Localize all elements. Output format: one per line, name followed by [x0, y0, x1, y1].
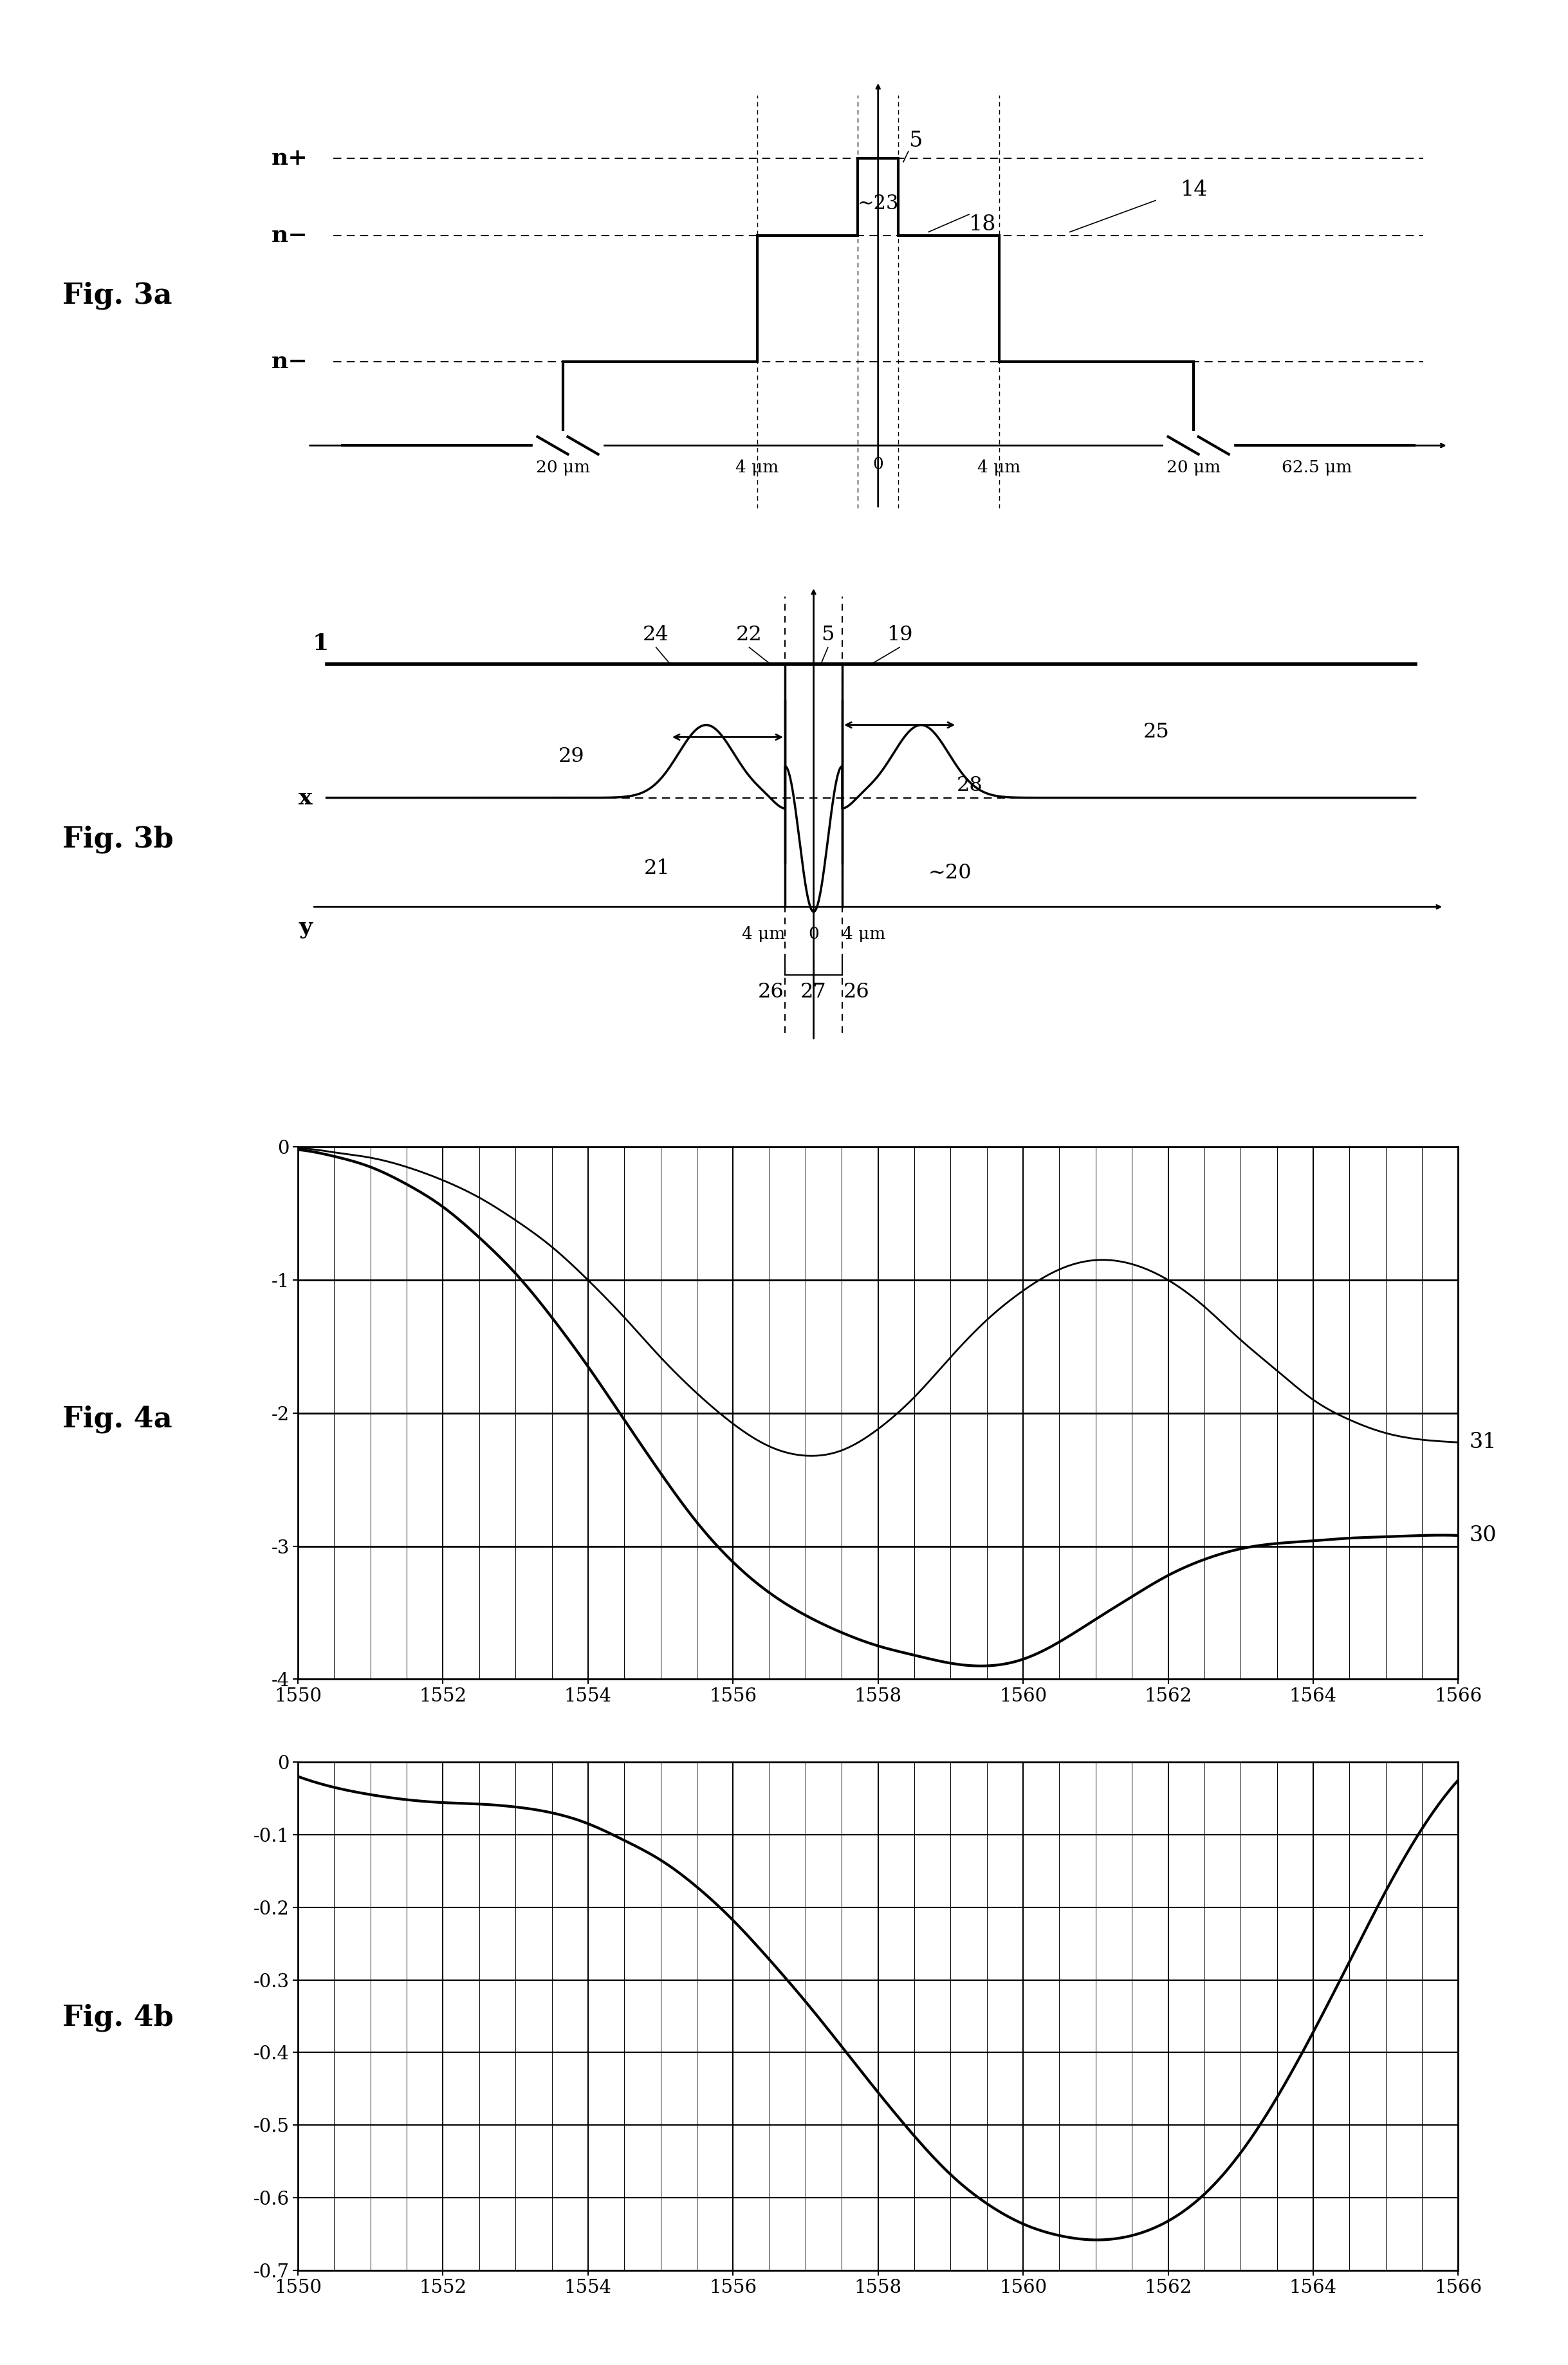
Text: 28: 28 — [956, 776, 983, 795]
Text: n−: n− — [271, 225, 307, 246]
Text: 1: 1 — [312, 634, 328, 655]
Text: 4 μm: 4 μm — [735, 459, 779, 475]
Text: 20 μm: 20 μm — [1167, 459, 1220, 475]
Text: Fig. 4a: Fig. 4a — [63, 1405, 172, 1433]
Text: 24: 24 — [643, 624, 670, 646]
Text: 21: 21 — [644, 858, 671, 877]
Text: 5: 5 — [822, 624, 834, 646]
Text: n−: n− — [271, 350, 307, 371]
Text: ∼20: ∼20 — [928, 863, 972, 882]
Text: 0: 0 — [873, 456, 883, 473]
Text: 30: 30 — [1469, 1525, 1496, 1547]
Text: 62.5 μm: 62.5 μm — [1281, 459, 1352, 475]
Text: 14: 14 — [1181, 180, 1207, 201]
Text: Fig. 4b: Fig. 4b — [63, 2003, 174, 2032]
Text: 19: 19 — [886, 624, 913, 646]
Text: 4 μm: 4 μm — [742, 927, 786, 941]
Text: 26: 26 — [844, 981, 870, 1003]
Text: 18: 18 — [969, 215, 996, 234]
Text: 0: 0 — [808, 927, 818, 941]
Text: 29: 29 — [558, 747, 585, 766]
Text: 22: 22 — [735, 624, 762, 646]
Text: ∼23: ∼23 — [858, 194, 898, 213]
Text: Fig. 3b: Fig. 3b — [63, 825, 174, 854]
Text: 26: 26 — [757, 981, 784, 1003]
Text: x: x — [298, 788, 312, 809]
Text: n+: n+ — [271, 147, 307, 170]
Text: y: y — [299, 918, 312, 939]
Text: Fig. 3a: Fig. 3a — [63, 281, 172, 310]
Text: 31: 31 — [1469, 1433, 1496, 1452]
Text: 27: 27 — [801, 981, 826, 1003]
Text: 20 μm: 20 μm — [536, 459, 590, 475]
Text: 4 μm: 4 μm — [977, 459, 1021, 475]
Text: 4 μm: 4 μm — [842, 927, 886, 941]
Text: 5: 5 — [908, 130, 922, 151]
Text: 25: 25 — [1143, 721, 1170, 743]
